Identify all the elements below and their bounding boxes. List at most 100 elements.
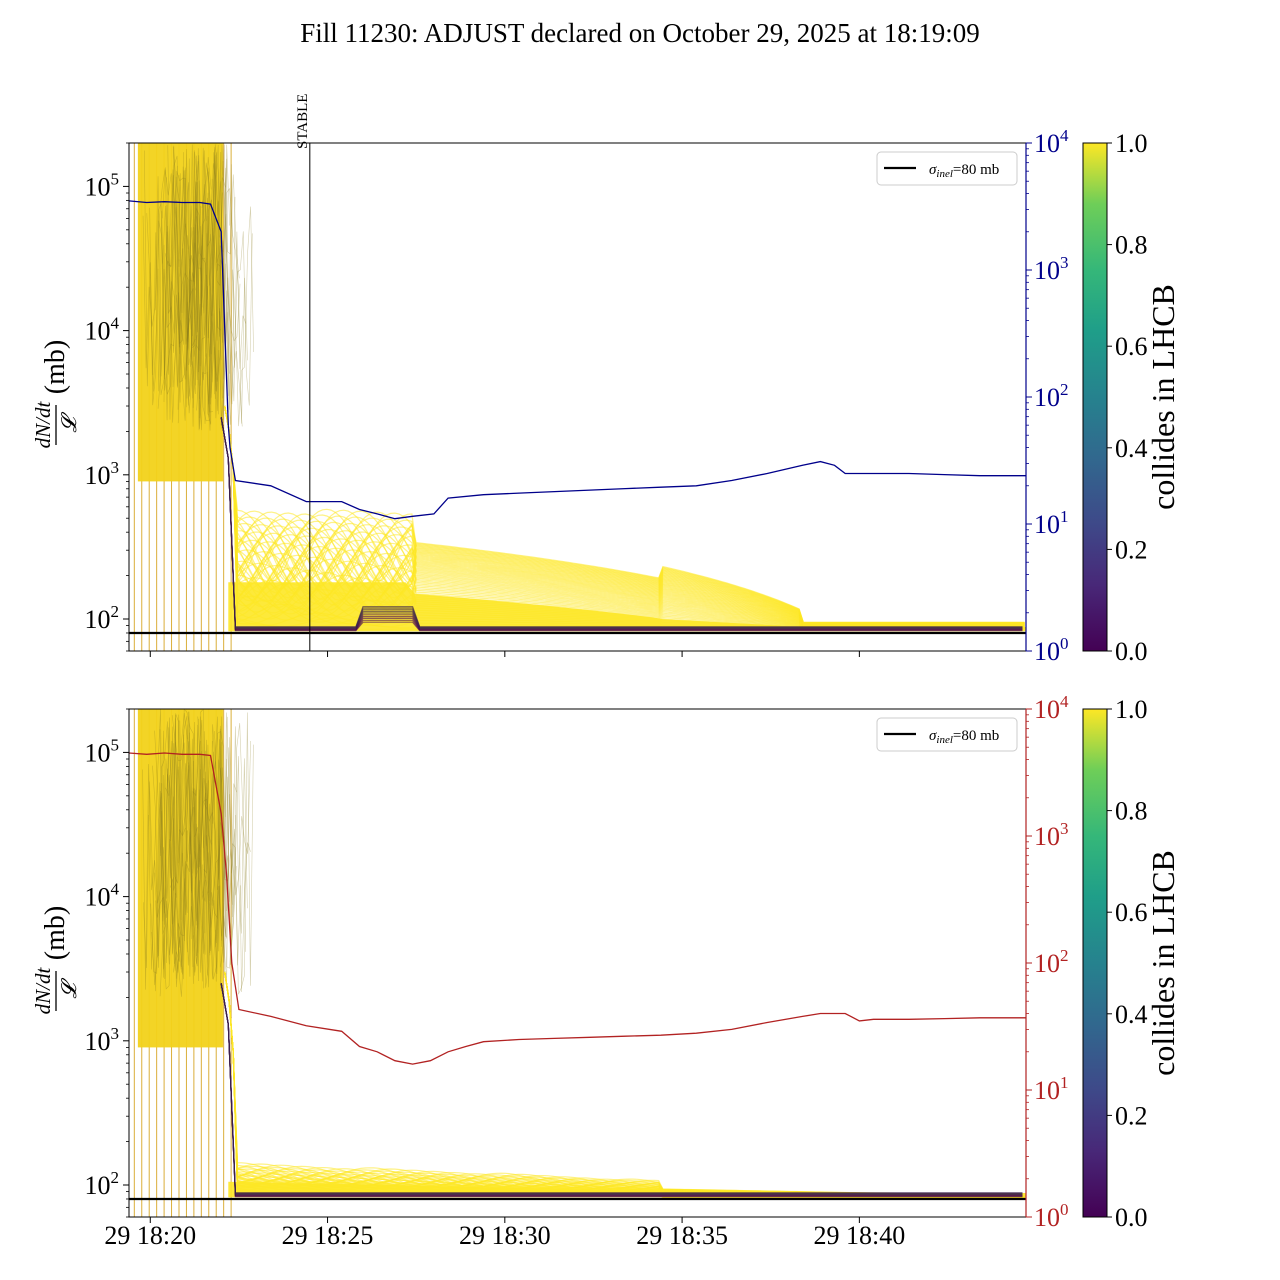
bunch-curve <box>155 175 189 395</box>
bunch-curve <box>187 155 221 429</box>
bunch-curve <box>224 971 1025 1198</box>
bunch-curve <box>224 971 1025 1198</box>
y-axis-label-numerator: dN/dt <box>31 967 55 1015</box>
bunch-curve-dark <box>220 983 1023 1197</box>
legend-box <box>876 717 1018 752</box>
plot-area-bottom <box>129 709 1026 1217</box>
bunch-curve <box>224 971 1025 1197</box>
colorbar-tick-label: 1.0 <box>1115 695 1148 724</box>
bunch-curve <box>157 169 192 421</box>
bunch-curve <box>212 228 247 429</box>
twin-y-tick-label: 100 <box>1034 1200 1069 1232</box>
legend-box <box>876 151 1018 186</box>
bunch-curve <box>170 722 204 989</box>
bunch-curve <box>161 711 196 980</box>
bunch-curve <box>179 720 214 953</box>
colorbar: 0.0 0.2 0.4 0.6 0.8 1.0 collides in LHCB <box>1082 695 1181 1232</box>
y-tick-label: 102 <box>85 1168 120 1200</box>
bunch-curve <box>224 971 1025 1198</box>
bunch-curve <box>194 716 228 973</box>
bunch-curve-dark <box>220 983 1023 1194</box>
bunch-curve <box>206 144 241 431</box>
bunch-curve <box>224 971 1025 1198</box>
bunch-curve <box>224 971 1025 1198</box>
bunch-curve <box>186 719 221 977</box>
bunch-curve <box>152 765 186 968</box>
bunch-curve <box>157 714 191 997</box>
bunch-curve <box>172 146 207 380</box>
bunch-curve <box>185 144 220 386</box>
bunch-curve <box>224 971 1025 1197</box>
bunch-curve <box>193 147 228 419</box>
bunch-curve-dark <box>220 983 1023 1195</box>
bunch-curve <box>224 971 1025 1198</box>
bunch-curve <box>171 715 206 926</box>
x-tick-label: 29 18:35 <box>636 1221 728 1250</box>
twin-y-tick-label: 100 <box>1034 634 1069 666</box>
bunch-curve <box>224 971 1025 1197</box>
bunch-curve <box>214 187 248 424</box>
bunch-curve <box>224 971 1025 1198</box>
bunch-curve <box>178 178 213 422</box>
colorbar-tick-label: 0.0 <box>1115 1203 1148 1232</box>
bunch-curve <box>203 742 237 976</box>
twin-axis-series-line <box>129 200 1026 520</box>
y-axis-label-denominator: 𝓛 <box>57 412 81 433</box>
bunch-curve <box>220 158 254 427</box>
bunch-curve <box>224 971 1025 1198</box>
legend: σinel=80 mb <box>876 717 1018 752</box>
bunch-curve <box>224 971 1025 1198</box>
bunch-curve <box>151 714 185 986</box>
twin-y-tick-label: 102 <box>1034 946 1069 978</box>
bunch-curve-dark <box>220 983 1023 1195</box>
bunch-curve <box>142 176 177 377</box>
colorbar: 0.0 0.2 0.4 0.6 0.8 1.0 collides in LHCB <box>1082 129 1181 666</box>
y-axis-label-unit: (mb) <box>40 340 71 394</box>
bunch-curve <box>224 971 1025 1198</box>
bunch-curve <box>203 783 237 948</box>
bunch-curve <box>154 713 188 967</box>
bunch-curve <box>224 971 1025 1198</box>
bunch-curve <box>224 971 1025 1198</box>
x-tick-label: 29 18:40 <box>813 1221 905 1250</box>
x-tick-label: 29 18:25 <box>282 1221 374 1250</box>
colorbar-tick-label: 0.2 <box>1115 1101 1148 1130</box>
bunch-curve <box>224 971 1025 1198</box>
bunch-curve-dark <box>220 417 1023 628</box>
colorbar-tick-label: 1.0 <box>1115 129 1148 158</box>
y-axis-label: dN/dt 𝓛 (mb) <box>31 340 81 449</box>
bunch-curve <box>188 711 223 973</box>
bunch-curve <box>224 971 1025 1198</box>
bunch-curve <box>177 157 212 424</box>
bunch-curve <box>174 742 209 970</box>
bunch-curve <box>189 732 223 982</box>
bunch-curve <box>224 971 1025 1198</box>
y-tick-label: 105 <box>85 169 120 201</box>
bunch-curve <box>224 971 1025 1197</box>
bunch-curve <box>161 158 196 408</box>
y-tick-label: 104 <box>85 314 120 346</box>
bunch-curve <box>224 971 1025 1198</box>
bunch-curve <box>224 971 1025 1198</box>
bunch-curve <box>164 151 198 380</box>
bunch-curve <box>159 716 194 973</box>
bunch-curve <box>191 731 226 982</box>
bunch-curve <box>224 971 1025 1199</box>
bunch-curve <box>153 713 188 965</box>
x-tick-label: 29 18:20 <box>104 1221 196 1250</box>
bunch-curve <box>188 716 222 954</box>
bunch-curve <box>224 971 1025 1198</box>
bunch-curve <box>224 971 1025 1198</box>
bunch-curve <box>224 971 1025 1198</box>
bunch-curve <box>155 721 189 979</box>
bunch-curve <box>159 724 194 997</box>
bunch-curve <box>224 971 1025 1199</box>
bunch-curve <box>192 152 226 405</box>
bunch-curve <box>224 971 1025 1198</box>
bunch-curve-dark <box>220 983 1023 1196</box>
colorbar-tick-label: 0.2 <box>1115 535 1148 564</box>
y-axis-label-denominator: 𝓛 <box>57 978 81 999</box>
bunch-curve <box>224 971 1025 1198</box>
bunch-curve <box>205 144 240 415</box>
